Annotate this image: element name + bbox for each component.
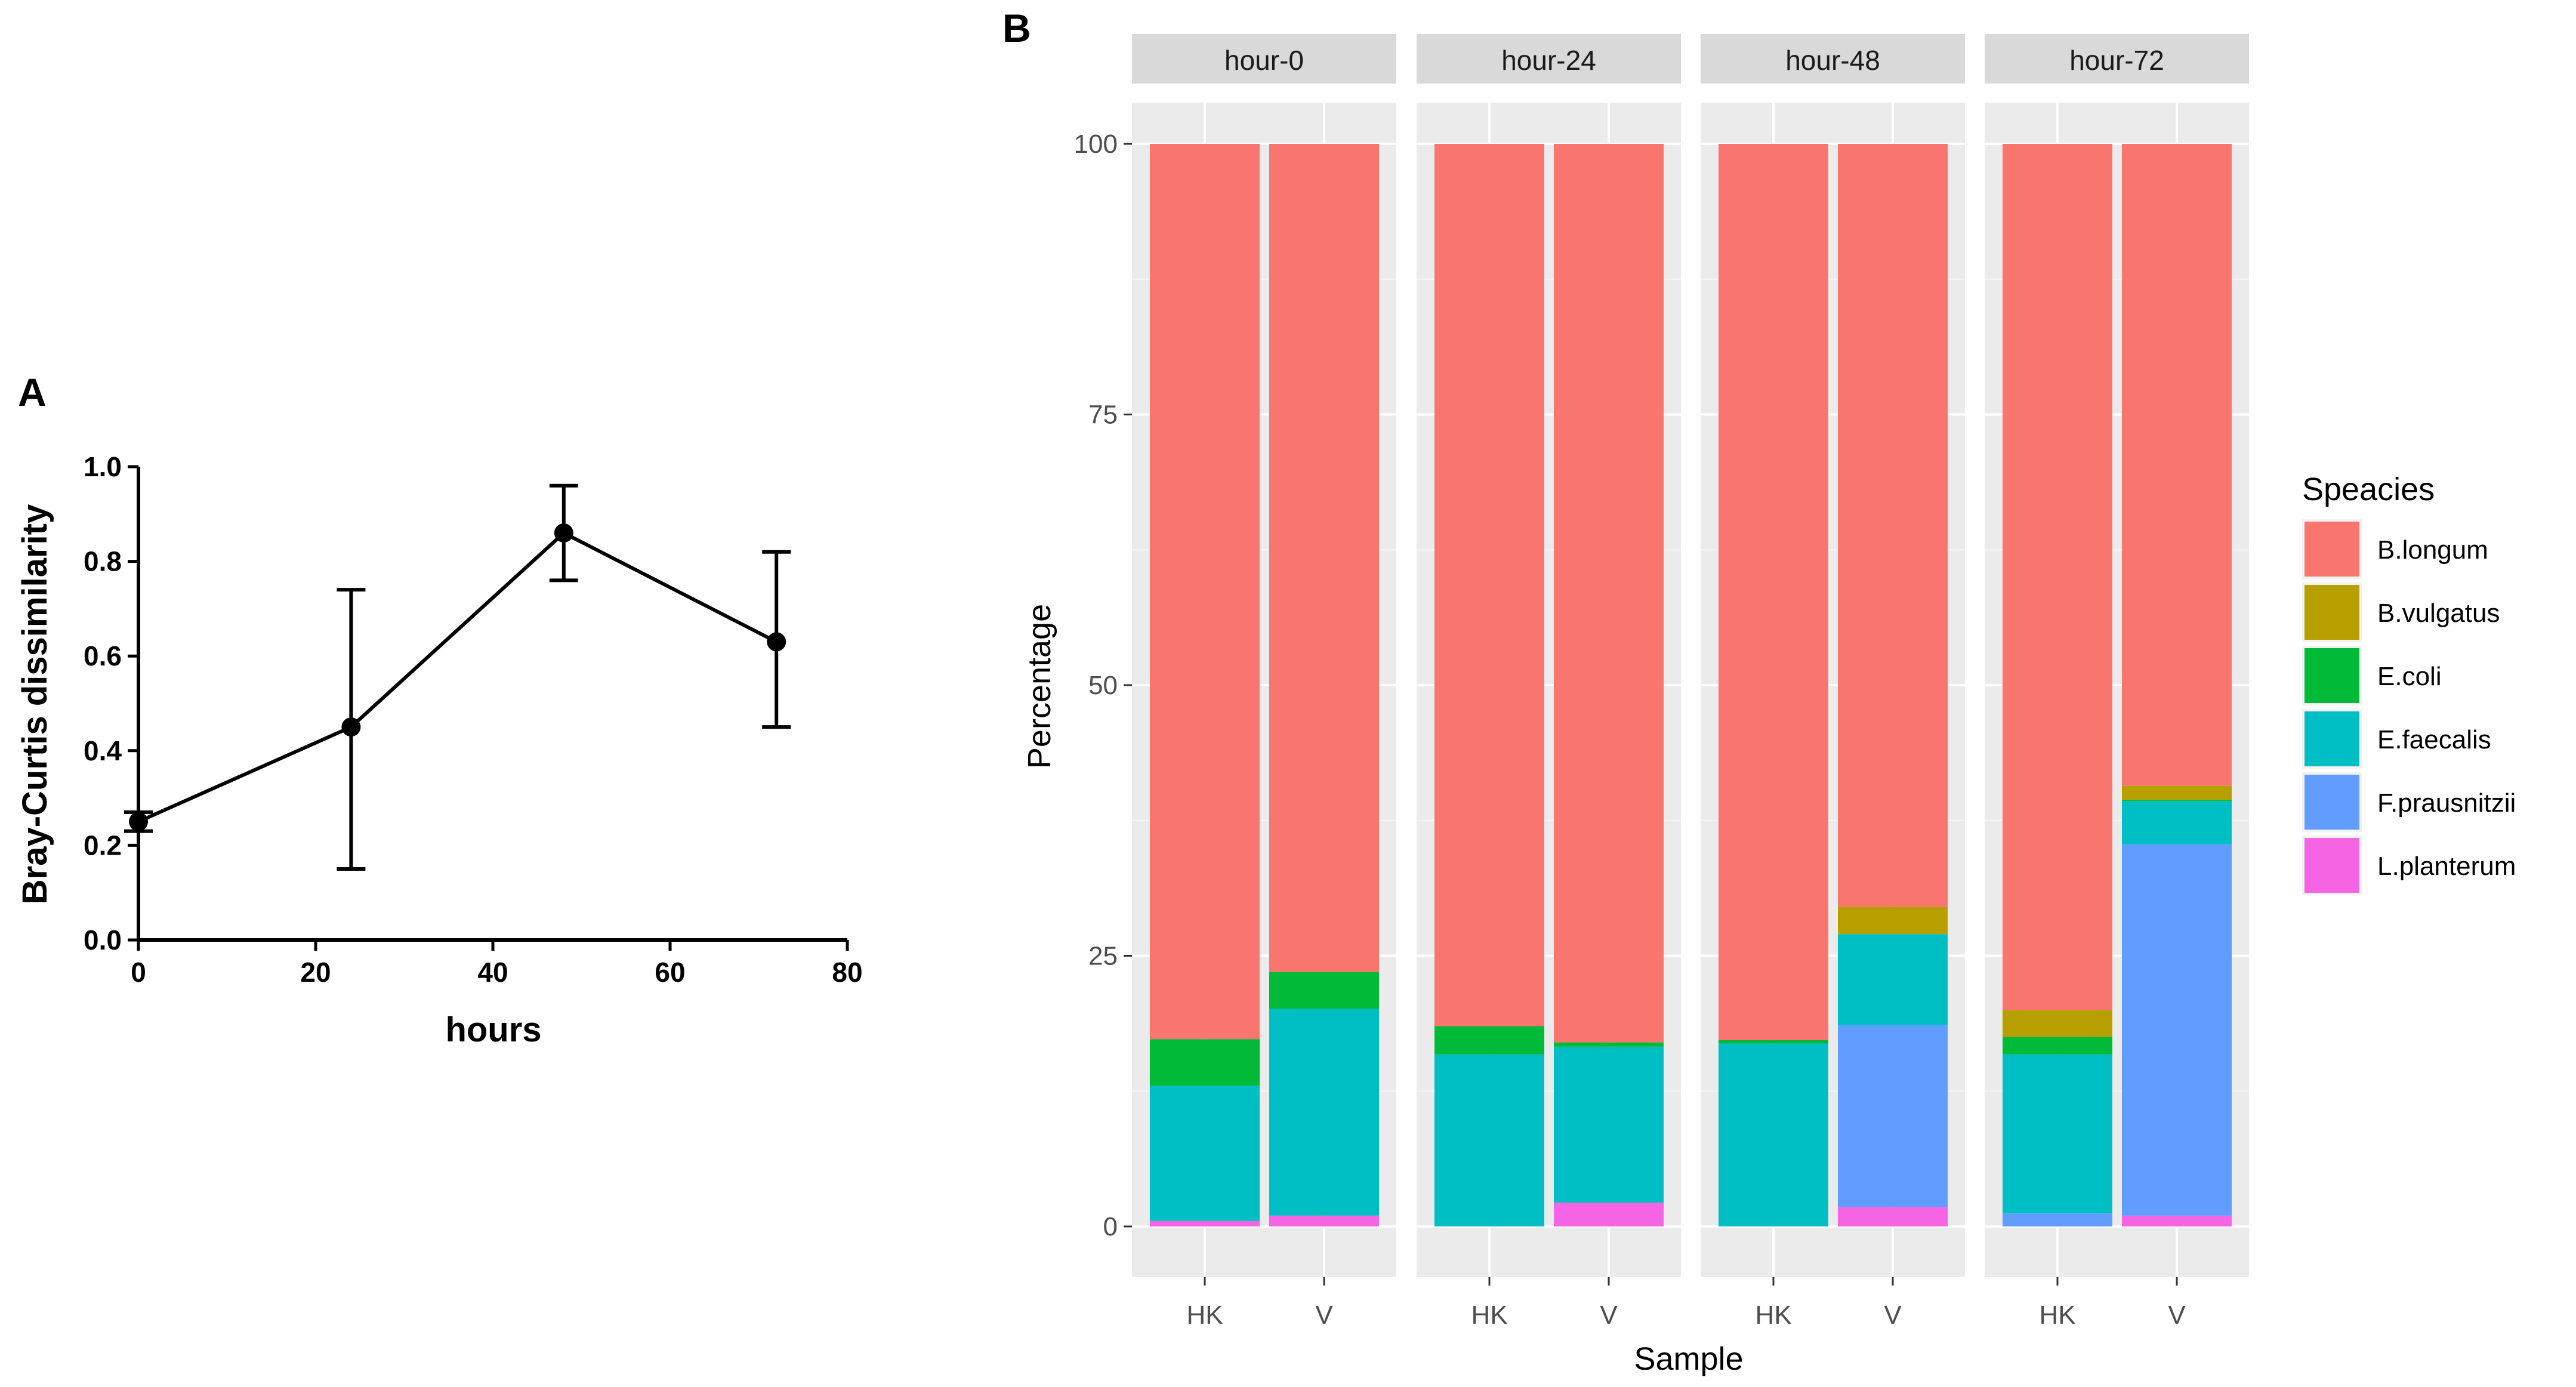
bar-segment-e-coli [1269,972,1379,1009]
b-y-tick-label: 0 [1103,1212,1118,1241]
b-x-axis-label: Sample [1634,1341,1743,1377]
bar-segment-b-longum [1554,144,1664,1043]
legend-item-label: E.faecalis [2377,725,2491,754]
b-x-tick-label: HK [2039,1300,2075,1330]
a-x-tick-label: 20 [300,957,331,988]
species-legend: Speacies B.longum B.vulgatus E.coli E.faeca… [2302,471,2516,895]
b-x-tick-label: HK [1471,1300,1507,1330]
bar-segment-e-coli [1719,1040,1828,1044]
legend-item-label: B.longum [2377,535,2488,565]
b-y-axis-label: Percentage [1022,604,1057,769]
panel-label-a: A [18,370,47,414]
bar-segment-f-prausnitzii [2122,844,2232,1216]
bar-segment-b-longum [2122,144,2232,786]
a-x-tick-label: 60 [655,957,685,988]
legend-item-label: B.vulgatus [2377,599,2500,628]
bar-segment-e-faecalis [1719,1043,1828,1226]
bar-segment-l-planterum [2122,1215,2232,1226]
b-x-tick-label: V [1600,1300,1618,1330]
legend-swatch [2304,775,2359,830]
a-x-tick-label: 80 [832,957,862,988]
bar-segment-b-longum [1150,144,1260,1040]
a-data-point [341,717,361,737]
panel-label-b: B [1002,6,1031,50]
bar-segment-b-vulgatus [2122,785,2232,800]
a-y-axis-label: Bray-Curtis dissimilarity [16,504,54,904]
a-y-tick-label: 0.6 [84,640,122,671]
b-y-tick-label: 100 [1074,130,1118,159]
facet-label: hour-72 [2069,45,2164,76]
a-data-point [554,523,573,543]
bar-segment-b-longum [2003,144,2112,1010]
b-y-tick-label: 50 [1088,671,1118,700]
bar-segment-e-faecalis [1269,1009,1379,1216]
bar-segment-b-longum [1838,144,1948,907]
a-x-tick-label: 0 [131,957,146,988]
bar-segment-e-coli [1554,1042,1664,1047]
b-y-tick-label: 25 [1088,942,1118,971]
bar-segment-e-faecalis [2003,1054,2112,1214]
a-y-tick-label: 0.2 [84,830,122,861]
b-x-tick-label: V [1884,1300,1902,1330]
legend-item-label: E.coli [2377,662,2442,691]
facet-strip [1985,34,2249,84]
facet-strip [1417,34,1681,84]
b-x-tick-label: V [2168,1300,2186,1330]
bar-segment-e-coli [2003,1037,2112,1055]
facet-label: hour-0 [1224,45,1304,76]
bar-segment-e-coli [1150,1039,1260,1086]
b-y-tick-label: 75 [1088,400,1118,430]
b-x-tick-label: HK [1755,1300,1791,1330]
a-x-axis-label: hours [445,1010,541,1049]
bar-segment-e-coli [1434,1026,1544,1055]
legend-item-label: L.planterum [2377,852,2516,881]
bar-segment-f-prausnitzii [1838,1025,1948,1207]
bar-segment-e-coli [2122,800,2232,802]
a-y-tick-label: 1.0 [84,451,122,482]
a-data-point [767,632,786,652]
bar-segment-l-planterum [1150,1220,1260,1226]
b-x-tick-label: HK [1186,1300,1223,1330]
facet-strip [1701,34,1965,84]
a-data-point [129,812,148,831]
line-chart-panel-a: Bray-Curtis dissimilarity hours 0.0 0.2 0.… [16,451,863,1049]
bar-segment-e-faecalis [1150,1086,1260,1221]
facet-label: hour-24 [1501,45,1596,76]
facet-label: hour-48 [1785,45,1880,76]
a-x-tick-label: 40 [477,957,508,988]
b-x-tick-label: V [1315,1300,1333,1330]
bar-segment-e-faecalis [1554,1046,1664,1203]
legend-swatch [2304,711,2359,766]
legend-title: Speacies [2302,471,2435,507]
legend-swatch [2304,585,2359,640]
bar-segment-b-longum [1719,144,1828,1040]
bar-segment-b-vulgatus [2003,1010,2112,1037]
a-series-line [137,531,778,824]
legend-swatch [2304,522,2359,577]
facet-strip [1132,34,1396,84]
a-y-tick-label: 0.8 [84,546,122,577]
bar-segment-e-faecalis [2122,801,2232,844]
legend-swatch [2304,648,2359,703]
legend-swatch [2304,838,2359,893]
bar-segment-e-faecalis [1434,1054,1544,1226]
legend-item-label: F.prausnitzii [2377,788,2516,818]
a-y-tick-label: 0.0 [84,924,122,956]
bar-segment-f-prausnitzii [2003,1213,2112,1226]
bar-segment-b-longum [1434,144,1544,1027]
bar-segment-l-planterum [1554,1203,1664,1226]
bar-segment-b-vulgatus [1838,907,1948,935]
bar-segment-b-longum [1269,144,1379,972]
bar-segment-l-planterum [1838,1207,1948,1226]
bar-segment-e-faecalis [1838,934,1948,1025]
a-y-tick-label: 0.4 [84,735,122,766]
bar-segment-l-planterum [1269,1215,1379,1226]
